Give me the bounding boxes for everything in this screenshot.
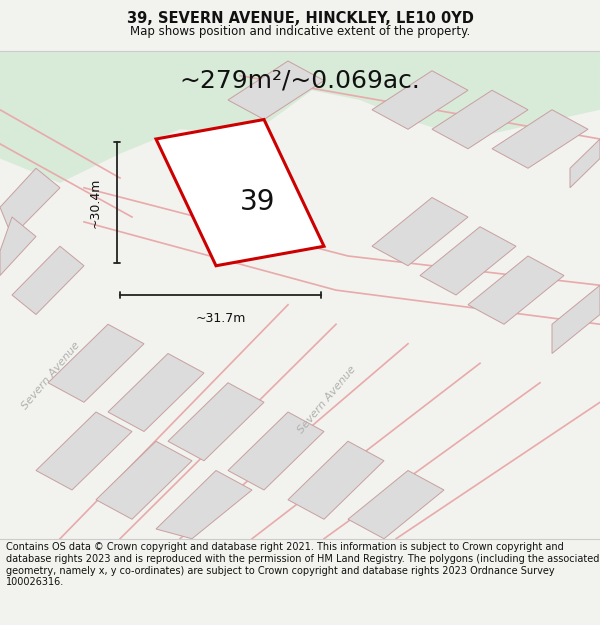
Polygon shape: [252, 51, 600, 139]
Polygon shape: [228, 412, 324, 490]
Polygon shape: [552, 285, 600, 354]
Polygon shape: [168, 382, 264, 461]
Polygon shape: [156, 471, 252, 539]
Polygon shape: [12, 246, 84, 314]
Polygon shape: [0, 168, 60, 236]
Polygon shape: [570, 139, 600, 188]
Polygon shape: [0, 217, 36, 276]
Polygon shape: [156, 119, 324, 266]
Text: ~279m²/~0.069ac.: ~279m²/~0.069ac.: [179, 69, 421, 92]
Polygon shape: [36, 412, 132, 490]
Polygon shape: [348, 471, 444, 539]
Polygon shape: [0, 51, 312, 183]
Polygon shape: [468, 256, 564, 324]
Polygon shape: [372, 71, 468, 129]
Text: Severn Avenue: Severn Avenue: [20, 340, 82, 411]
Text: 39: 39: [240, 188, 276, 216]
Text: Contains OS data © Crown copyright and database right 2021. This information is : Contains OS data © Crown copyright and d…: [6, 542, 599, 588]
Polygon shape: [492, 110, 588, 168]
Text: ~31.7m: ~31.7m: [196, 312, 245, 325]
Text: Severn Avenue: Severn Avenue: [296, 364, 358, 436]
Polygon shape: [372, 198, 468, 266]
Polygon shape: [108, 354, 204, 431]
Polygon shape: [96, 441, 192, 519]
Text: 39, SEVERN AVENUE, HINCKLEY, LE10 0YD: 39, SEVERN AVENUE, HINCKLEY, LE10 0YD: [127, 11, 473, 26]
Polygon shape: [288, 441, 384, 519]
Text: Map shows position and indicative extent of the property.: Map shows position and indicative extent…: [130, 25, 470, 38]
Polygon shape: [420, 227, 516, 295]
Polygon shape: [228, 61, 324, 119]
Polygon shape: [48, 324, 144, 402]
Polygon shape: [432, 90, 528, 149]
Text: ~30.4m: ~30.4m: [89, 177, 102, 227]
